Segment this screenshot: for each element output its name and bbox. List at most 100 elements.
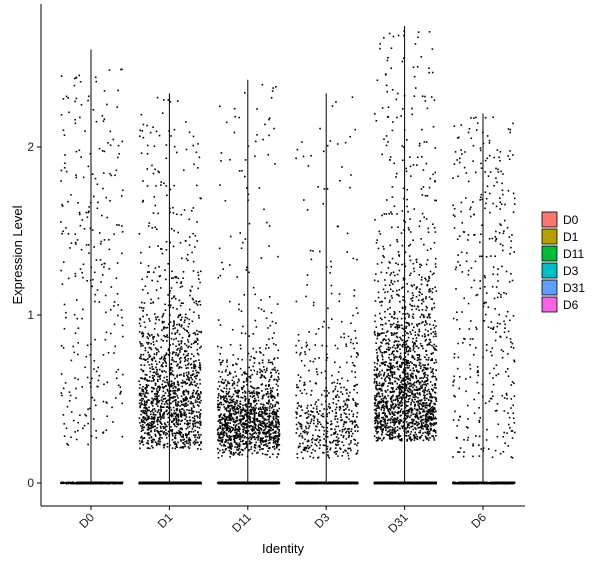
data-point [173, 396, 175, 398]
data-point [228, 388, 231, 390]
data-point [65, 482, 67, 484]
data-point [177, 441, 179, 444]
data-point [198, 436, 201, 438]
data-point [258, 431, 261, 433]
data-point [193, 443, 196, 446]
data-point [176, 100, 179, 102]
data-point [148, 427, 151, 430]
data-point [255, 391, 258, 393]
data-point [185, 436, 188, 439]
data-point [185, 367, 188, 369]
data-point [237, 396, 240, 399]
data-point [176, 349, 178, 351]
data-point [163, 386, 166, 388]
data-point [142, 482, 144, 485]
data-point [60, 169, 63, 172]
data-point [157, 410, 160, 412]
data-point [233, 382, 236, 385]
data-point [110, 482, 112, 484]
data-point [140, 481, 142, 484]
data-point [152, 422, 155, 425]
data-point [113, 301, 116, 303]
data-point [191, 320, 194, 323]
data-point [70, 436, 72, 439]
data-point [113, 233, 115, 235]
data-point [163, 182, 165, 185]
data-point [246, 437, 248, 439]
data-point [138, 232, 141, 235]
data-point [185, 405, 187, 407]
violin-group-d11 [216, 79, 281, 485]
data-point [196, 329, 198, 332]
data-point [171, 297, 173, 300]
data-point [171, 397, 173, 399]
data-point [142, 420, 144, 423]
data-point [95, 120, 98, 123]
data-point [193, 311, 195, 313]
data-point [79, 482, 81, 485]
data-point [121, 316, 123, 319]
data-point [189, 290, 192, 293]
data-point [165, 249, 168, 251]
data-point [63, 423, 65, 425]
data-point [60, 180, 62, 182]
data-point [68, 400, 71, 402]
data-point [70, 483, 72, 485]
violin-group-d0 [60, 49, 124, 485]
data-point [163, 444, 166, 447]
data-point [185, 416, 188, 418]
data-point [141, 369, 144, 372]
data-point [139, 421, 141, 424]
data-point [142, 199, 145, 202]
data-point [176, 365, 178, 367]
data-point [75, 482, 77, 484]
data-point [138, 380, 141, 383]
data-point [170, 371, 172, 374]
data-point [193, 406, 195, 408]
data-point [174, 332, 177, 335]
data-point [77, 353, 79, 356]
data-point [149, 370, 152, 373]
data-point [186, 482, 188, 485]
data-point [146, 379, 148, 381]
data-point [184, 364, 187, 367]
data-point [166, 334, 168, 336]
data-point [175, 425, 178, 428]
data-point [252, 395, 255, 397]
data-point [188, 373, 190, 375]
data-point [121, 252, 123, 255]
data-point [140, 435, 143, 438]
data-point [63, 134, 66, 136]
data-point [271, 404, 274, 407]
data-point [150, 439, 153, 442]
data-point [256, 387, 258, 390]
data-point [264, 377, 267, 379]
data-point [198, 434, 200, 436]
data-point [181, 285, 184, 288]
data-point [141, 335, 144, 338]
x-tick-label: D31 [385, 510, 411, 536]
data-point [79, 481, 81, 483]
data-point [118, 483, 120, 485]
data-point [98, 147, 101, 150]
data-point [151, 363, 153, 365]
data-point [155, 316, 157, 319]
data-point [253, 412, 255, 415]
data-point [143, 395, 146, 398]
data-point [164, 434, 167, 436]
data-point [191, 394, 194, 397]
data-point [82, 263, 85, 266]
data-point [191, 297, 194, 300]
data-point [140, 436, 142, 439]
data-point [168, 423, 171, 426]
data-point [116, 106, 119, 108]
data-point [161, 364, 163, 366]
data-point [162, 413, 164, 416]
data-point [235, 424, 238, 426]
data-point [141, 403, 143, 405]
data-point [221, 424, 224, 427]
data-point [150, 298, 152, 301]
data-point [185, 344, 188, 347]
data-point [155, 289, 158, 291]
data-point [192, 402, 194, 405]
